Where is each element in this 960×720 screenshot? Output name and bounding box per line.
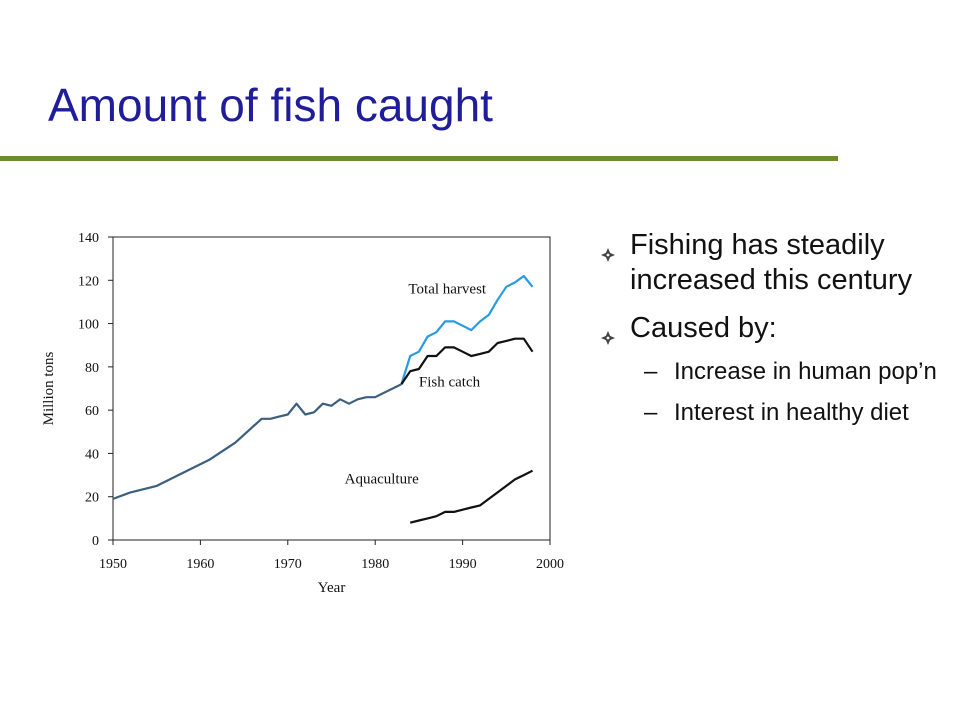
title-underline <box>0 156 838 161</box>
x-axis-label: Year <box>318 580 346 596</box>
y-tick-label: 80 <box>85 361 99 376</box>
slide-title: Amount of fish caught <box>48 79 493 131</box>
series-label: Fish catch <box>419 374 481 390</box>
x-tick-label: 1990 <box>449 557 477 572</box>
y-tick-label: 140 <box>78 231 99 246</box>
y-tick-label: 40 <box>85 447 99 462</box>
diamond-bullet-icon <box>600 320 616 345</box>
x-tick-label: 1970 <box>274 557 302 572</box>
plot-frame <box>112 236 551 541</box>
dash-marker: – <box>644 398 658 426</box>
x-tick-label: 2000 <box>536 557 564 572</box>
y-tick-label: 20 <box>85 491 99 506</box>
bullet-text: Caused by: <box>630 311 777 344</box>
diamond-bullet-icon <box>600 237 616 262</box>
x-tick-label: 1950 <box>99 557 127 572</box>
y-tick-label: 0 <box>92 534 99 549</box>
y-tick-label: 120 <box>78 274 99 289</box>
series-line-series-2 <box>112 383 402 500</box>
series-line-total-harvest <box>400 274 534 385</box>
fish-harvest-chart: 0 20 40 60 80 100 120 140 1950 1960 1970 1980 1990 20… <box>41 231 564 596</box>
dash-marker: – <box>644 358 658 386</box>
x-tick-label: 1960 <box>186 557 214 572</box>
sub-bullet-item: – Increase in human pop’n <box>596 358 946 387</box>
series-label: Total harvest <box>408 281 487 297</box>
series-label: Aquaculture <box>345 472 419 488</box>
y-axis-label: Million tons <box>41 351 57 425</box>
y-tick-label: 100 <box>78 318 99 333</box>
sub-bullet-text: Increase in human pop’n <box>674 358 937 386</box>
bullet-text: Fishing has steadily increased this cent… <box>630 229 913 297</box>
sub-bullet-item: – Interest in healthy diet <box>596 399 946 428</box>
bullet-item: Caused by: <box>596 311 946 346</box>
bullet-item: Fishing has steadily increased this cent… <box>596 228 946 299</box>
series-line-aquaculture <box>409 469 533 524</box>
y-tick-label: 60 <box>85 404 99 419</box>
series-line-fish-catch <box>400 337 534 385</box>
x-tick-label: 1980 <box>361 557 389 572</box>
sub-bullet-text: Interest in healthy diet <box>674 398 909 426</box>
bullet-list: Fishing has steadily increased this cent… <box>596 228 946 440</box>
